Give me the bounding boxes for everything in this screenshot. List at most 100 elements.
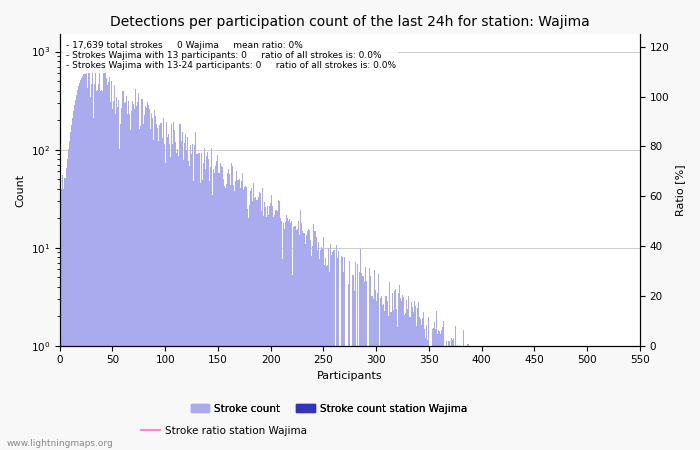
Bar	[460, 346, 461, 450]
Bar	[564, 346, 566, 450]
Bar	[416, 308, 418, 450]
Bar	[216, 161, 218, 450]
Bar	[62, 175, 64, 450]
Bar	[119, 149, 120, 450]
Bar	[615, 346, 616, 450]
Bar	[197, 154, 198, 450]
Bar	[274, 215, 276, 450]
Bar	[481, 346, 482, 450]
Bar	[233, 184, 235, 450]
Bar	[176, 153, 177, 450]
Bar	[418, 302, 419, 450]
Bar	[69, 141, 70, 450]
Bar	[96, 91, 97, 450]
Bar	[601, 346, 603, 450]
Bar	[458, 346, 459, 450]
Bar	[266, 217, 267, 450]
Bar	[330, 244, 331, 450]
Bar	[249, 205, 250, 450]
Bar	[254, 198, 256, 450]
Bar	[80, 80, 81, 450]
Bar	[608, 346, 609, 450]
Bar	[331, 255, 332, 450]
Bar	[617, 346, 618, 450]
Bar	[300, 210, 301, 450]
Bar	[612, 346, 613, 450]
Bar	[88, 65, 89, 450]
Bar	[247, 209, 248, 450]
Bar	[78, 86, 79, 450]
Bar	[229, 174, 230, 450]
Bar	[387, 301, 388, 450]
Bar	[578, 346, 580, 450]
Bar	[462, 346, 463, 450]
Bar	[473, 346, 474, 450]
Bar	[474, 346, 475, 450]
Bar	[360, 249, 361, 450]
Bar	[385, 296, 386, 450]
Bar	[549, 346, 550, 450]
Bar	[463, 330, 464, 450]
Bar	[262, 216, 264, 450]
Bar	[166, 122, 167, 450]
Bar	[598, 346, 599, 450]
Bar	[493, 346, 494, 450]
Bar	[534, 346, 535, 450]
Bar	[626, 346, 627, 450]
Bar	[574, 346, 575, 450]
Bar	[245, 186, 246, 450]
Bar	[309, 230, 310, 450]
Bar	[553, 346, 554, 450]
Bar	[575, 346, 576, 450]
Bar	[495, 346, 496, 450]
Bar	[188, 161, 189, 450]
Bar	[482, 346, 483, 450]
Bar	[131, 111, 132, 450]
Bar	[332, 252, 333, 450]
Bar	[500, 346, 501, 450]
Bar	[584, 346, 586, 450]
Bar	[531, 346, 532, 450]
Bar	[422, 318, 423, 450]
Bar	[362, 276, 363, 450]
Bar	[223, 180, 224, 450]
Bar	[345, 346, 346, 450]
Bar	[102, 90, 104, 450]
Bar	[476, 346, 477, 450]
Bar	[269, 206, 270, 450]
Bar	[516, 346, 517, 450]
Bar	[210, 167, 211, 450]
Bar	[152, 118, 153, 450]
Bar	[537, 346, 538, 450]
Legend: Stroke ratio station Wajima: Stroke ratio station Wajima	[137, 422, 311, 440]
Bar	[594, 346, 595, 450]
Bar	[191, 154, 192, 450]
Bar	[322, 249, 323, 450]
Bar	[282, 259, 283, 450]
Bar	[483, 346, 484, 450]
Bar	[64, 179, 66, 450]
Bar	[71, 125, 72, 450]
Bar	[461, 346, 462, 450]
Bar	[136, 106, 137, 450]
Bar	[314, 231, 316, 450]
Bar	[194, 145, 195, 450]
Bar	[207, 152, 208, 450]
Bar	[520, 346, 522, 450]
Bar	[383, 305, 384, 450]
Bar	[94, 84, 95, 450]
Bar	[153, 140, 154, 450]
Bar	[212, 195, 214, 450]
Bar	[629, 346, 630, 450]
Bar	[426, 325, 428, 450]
Bar	[183, 143, 185, 450]
Bar	[366, 281, 368, 450]
Bar	[324, 265, 325, 450]
Bar	[539, 346, 540, 450]
Bar	[333, 250, 335, 450]
Bar	[208, 159, 209, 450]
Bar	[439, 331, 440, 450]
Bar	[148, 105, 149, 450]
Bar	[321, 247, 322, 450]
Bar	[571, 346, 572, 450]
